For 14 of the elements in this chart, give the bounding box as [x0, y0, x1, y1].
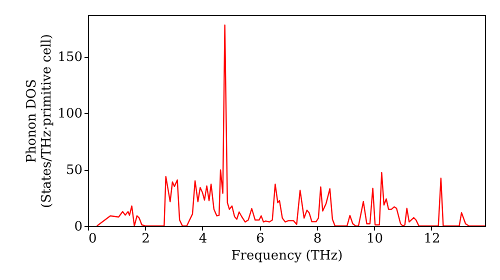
- x-tick-label: 2: [142, 232, 150, 246]
- x-tick-label: 12: [424, 232, 440, 246]
- y-axis-title: Phonon DOS (States/THz·primitive cell): [24, 34, 55, 208]
- x-axis-title: Frequency (THz): [231, 248, 343, 264]
- y-tick-label: 50: [66, 163, 82, 178]
- y-tick-label: 0: [74, 220, 82, 234]
- x-tick-label: 4: [198, 232, 208, 246]
- y-tick-label: 100: [58, 106, 82, 122]
- line-series: [96, 24, 485, 226]
- x-tick-label: 6: [256, 232, 264, 246]
- x-tick-label: 8: [313, 232, 322, 246]
- y-tick-label: 150: [58, 50, 82, 66]
- x-tick-label: 0: [88, 232, 97, 246]
- x-tick-label: 10: [366, 232, 384, 246]
